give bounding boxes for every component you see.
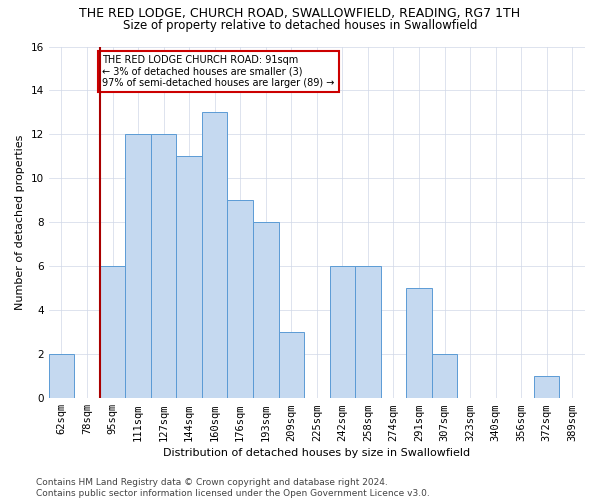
- Bar: [432, 354, 457, 398]
- Text: THE RED LODGE CHURCH ROAD: 91sqm
← 3% of detached houses are smaller (3)
97% of : THE RED LODGE CHURCH ROAD: 91sqm ← 3% of…: [103, 56, 335, 88]
- Text: Size of property relative to detached houses in Swallowfield: Size of property relative to detached ho…: [123, 19, 477, 32]
- Bar: [227, 200, 253, 398]
- Bar: [202, 112, 227, 398]
- Bar: [534, 376, 559, 398]
- Bar: [125, 134, 151, 398]
- X-axis label: Distribution of detached houses by size in Swallowfield: Distribution of detached houses by size …: [163, 448, 470, 458]
- Text: Contains HM Land Registry data © Crown copyright and database right 2024.
Contai: Contains HM Land Registry data © Crown c…: [36, 478, 430, 498]
- Bar: [278, 332, 304, 398]
- Bar: [253, 222, 278, 398]
- Bar: [355, 266, 380, 398]
- Bar: [49, 354, 74, 398]
- Bar: [406, 288, 432, 398]
- Bar: [176, 156, 202, 398]
- Y-axis label: Number of detached properties: Number of detached properties: [15, 134, 25, 310]
- Bar: [329, 266, 355, 398]
- Text: THE RED LODGE, CHURCH ROAD, SWALLOWFIELD, READING, RG7 1TH: THE RED LODGE, CHURCH ROAD, SWALLOWFIELD…: [79, 8, 521, 20]
- Bar: [151, 134, 176, 398]
- Bar: [100, 266, 125, 398]
